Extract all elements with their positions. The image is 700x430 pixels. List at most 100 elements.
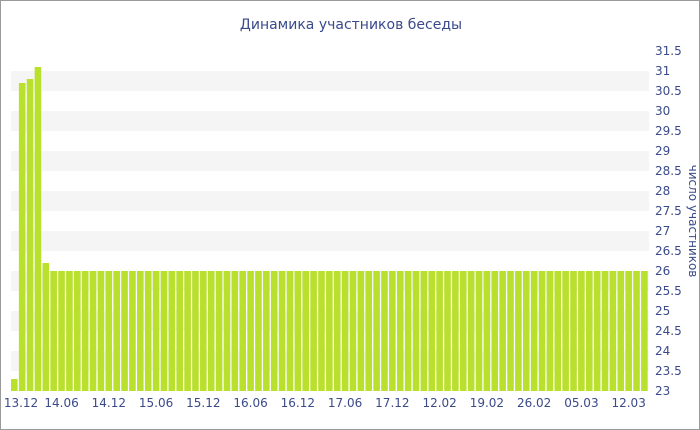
y-tick-label: 25 [655,304,670,318]
x-tick-label: 15.06 [139,396,173,410]
bar [625,271,632,391]
bar [641,271,648,391]
bar [475,271,483,391]
bar [42,263,50,391]
bar [570,271,577,391]
bar [129,271,136,391]
bar [444,271,451,391]
bar [357,271,365,391]
bar [215,271,223,391]
bar [89,271,97,391]
bar [365,271,373,391]
x-tick-label: 19.02 [470,396,504,410]
x-tick-label: 17.06 [328,396,362,410]
bar [74,271,81,391]
y-tick-label: 27.5 [655,204,682,218]
y-tick-label: 30.5 [655,84,682,98]
bar [184,271,191,391]
bar [633,271,640,391]
x-tick-label: 05.03 [564,396,598,410]
bar [341,271,349,391]
bar [152,271,160,391]
bar [530,271,538,391]
bar [538,271,546,391]
bar [428,271,436,391]
x-tick-label: 15.12 [186,396,220,410]
x-tick-label: 17.12 [375,396,409,410]
bar [585,271,593,391]
y-tick-label: 24 [655,344,670,358]
bar [278,271,286,391]
x-axis-ticks: 13.12 14.06 14.12 15.06 15.12 16.06 16.12 17.06… [4,396,646,410]
bar [81,271,89,391]
bar [412,271,420,391]
bar [247,271,254,391]
bar [263,271,270,391]
bar [200,271,207,391]
bar [436,271,443,391]
bar [255,271,262,391]
bar [50,271,57,391]
bar [483,271,491,391]
bar [58,271,65,391]
y-tick-label: 24.5 [655,324,682,338]
bar [137,271,144,391]
bar [318,271,325,391]
bar [452,271,459,391]
y-tick-label: 31.5 [655,44,682,58]
x-tick-label: 14.12 [92,396,126,410]
bar [11,379,18,391]
bar [34,67,42,391]
x-tick-label: 13.12 [4,396,38,410]
y-tick-label: 25.5 [655,284,682,298]
y-tick-label: 23.5 [655,364,682,378]
bar [270,271,278,391]
x-tick-label: 16.12 [281,396,315,410]
bar [593,271,601,391]
y-tick-label: 31 [655,64,670,78]
bar [499,271,506,391]
y-axis-ticks: 23 23.5 24 24.5 25 25.5 26 26.5 27 27.5 28 28.5 29 29… [655,44,682,398]
bar [404,271,412,391]
bar [554,271,562,391]
bar [168,271,176,391]
y-tick-label: 28 [655,184,670,198]
bar [326,271,333,391]
chart-title: Динамика участников беседы [240,17,462,33]
bars [11,67,648,391]
grid-band [11,151,649,171]
y-axis-label: число участников [686,165,699,278]
bar [522,271,530,391]
x-tick-label: 26.02 [517,396,551,410]
bar [121,271,128,391]
bar [491,271,499,391]
y-tick-label: 26 [655,264,670,278]
bar [223,271,231,391]
bar [467,271,475,391]
bar [97,271,105,391]
grid-band [11,231,649,251]
bar [26,79,34,391]
bar [176,271,183,391]
bar [144,271,152,391]
y-tick-label: 29 [655,144,670,158]
grid-band [11,191,649,211]
bar [617,271,625,391]
bar [105,271,113,391]
bar [459,271,467,391]
y-tick-label: 29.5 [655,124,682,138]
bar [389,271,396,391]
bar [381,271,388,391]
bar [310,271,317,391]
bar [562,271,569,391]
grid-band [11,71,649,91]
bar [294,271,302,391]
bar [192,271,199,391]
x-tick-label: 12.02 [422,396,456,410]
bar [515,271,522,391]
y-tick-label: 26.5 [655,244,682,258]
x-tick-label: 16.06 [233,396,267,410]
x-tick-label: 12.03 [611,396,645,410]
